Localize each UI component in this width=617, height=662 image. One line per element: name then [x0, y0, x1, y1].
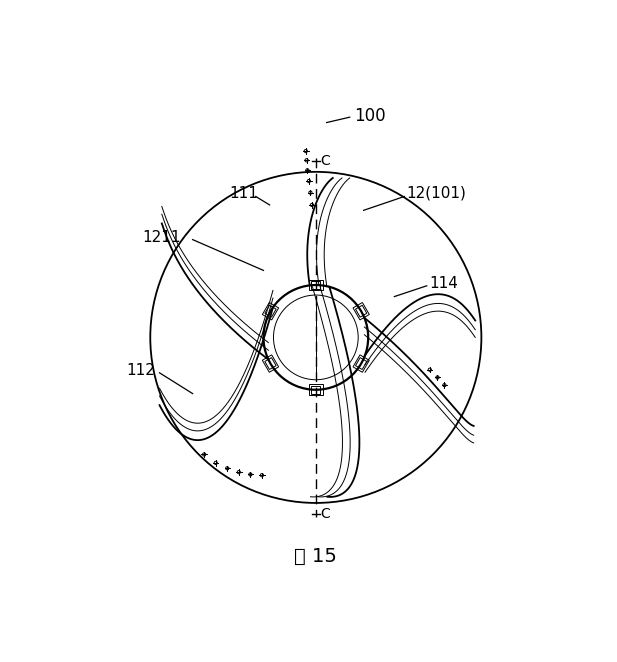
Text: 1211: 1211 [143, 230, 181, 245]
Text: 100: 100 [354, 107, 386, 124]
Text: C: C [320, 154, 330, 168]
Text: 112: 112 [126, 363, 155, 378]
Text: C: C [320, 506, 330, 521]
Text: 114: 114 [429, 276, 458, 291]
Text: 图 15: 图 15 [294, 547, 337, 566]
Text: 111: 111 [229, 186, 258, 201]
Text: 12(101): 12(101) [406, 186, 466, 201]
